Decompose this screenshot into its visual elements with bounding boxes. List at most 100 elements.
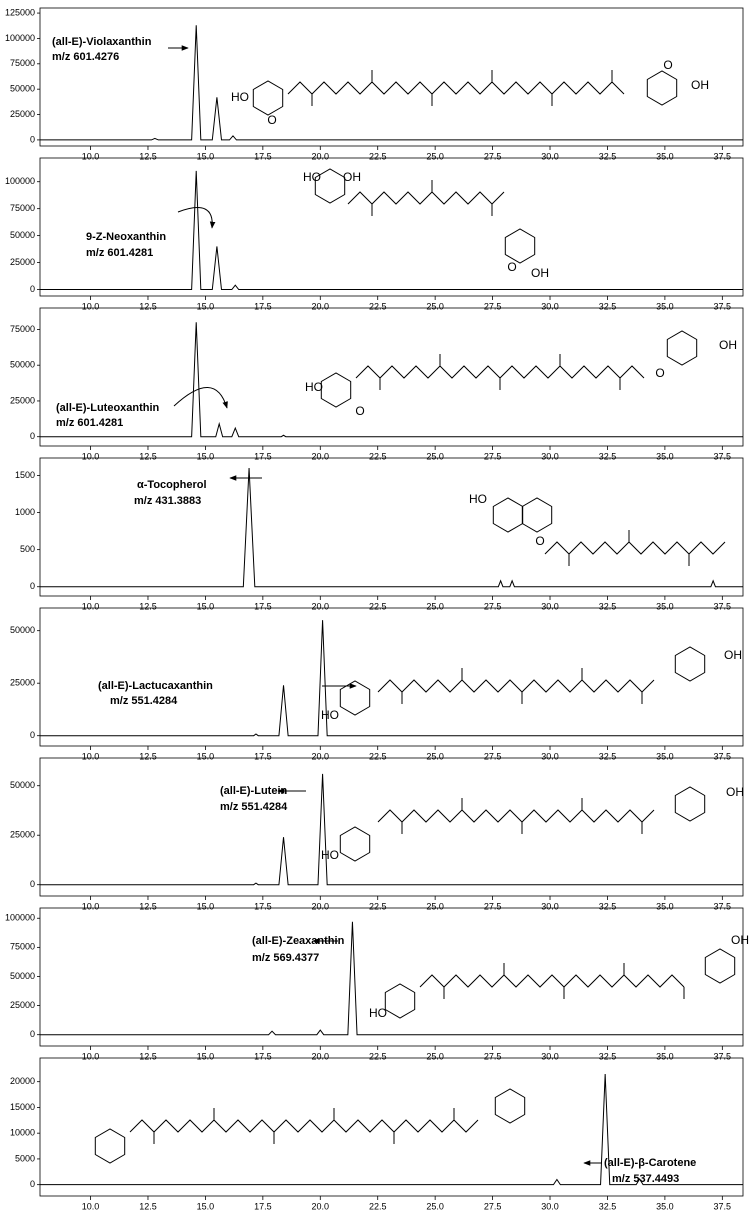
structure-ring [704, 948, 736, 984]
x-tick-label: 10.0 [82, 601, 100, 611]
x-tick-label: 37.5 [714, 901, 732, 911]
x-tick-label: 10.0 [82, 1201, 100, 1211]
structure-label: O [267, 113, 276, 127]
structure-label: OH [731, 933, 749, 947]
x-tick-label: 32.5 [599, 751, 617, 761]
x-tick-label: 27.5 [484, 1201, 502, 1211]
y-tick-label: 75000 [10, 203, 35, 213]
structure-chain [544, 530, 726, 566]
structure-chain [377, 668, 655, 704]
y-tick-label: 75000 [10, 942, 35, 952]
x-tick-label: 12.5 [139, 451, 157, 461]
x-tick-label: 30.0 [541, 751, 559, 761]
x-tick-label: 20.0 [312, 751, 330, 761]
x-tick-label: 22.5 [369, 1201, 387, 1211]
x-tick-label: 15.0 [197, 151, 215, 161]
x-tick-label: 22.5 [369, 451, 387, 461]
x-tick-label: 35.0 [656, 601, 674, 611]
x-tick-label: 30.0 [541, 151, 559, 161]
y-tick-label: 500 [20, 544, 35, 554]
x-tick-label: 25.0 [426, 1051, 444, 1061]
y-tick-label: 15000 [10, 1102, 35, 1112]
x-tick-label: 25.0 [426, 901, 444, 911]
x-tick-label: 10.0 [82, 1051, 100, 1061]
y-tick-label: 0 [30, 581, 35, 591]
structure-label: O [535, 534, 544, 548]
x-tick-label: 32.5 [599, 1051, 617, 1061]
structure-label: O [355, 404, 364, 418]
x-tick-label: 32.5 [599, 151, 617, 161]
structure-chain [347, 180, 505, 216]
structure-ring [492, 497, 524, 533]
x-tick-label: 37.5 [714, 751, 732, 761]
x-tick-label: 32.5 [599, 601, 617, 611]
x-tick-label: 27.5 [484, 601, 502, 611]
x-tick-label: 27.5 [484, 301, 502, 311]
x-tick-label: 20.0 [312, 901, 330, 911]
y-tick-label: 20000 [10, 1076, 35, 1086]
plot-frame [39, 607, 744, 747]
x-tick-label: 30.0 [541, 1051, 559, 1061]
structure-ring [314, 168, 346, 204]
y-tick-label: 50000 [10, 625, 35, 635]
x-tick-label: 35.0 [656, 751, 674, 761]
x-tick-label: 12.5 [139, 301, 157, 311]
y-tick-label: 0 [30, 284, 35, 294]
x-tick-label: 10.0 [82, 901, 100, 911]
structure-label: HO [321, 708, 339, 722]
x-tick-label: 20.0 [312, 301, 330, 311]
x-tick-label: 22.5 [369, 751, 387, 761]
annotation: m/z 601.4276 [52, 51, 119, 63]
y-tick-label: 75000 [10, 324, 35, 334]
structure-label: HO [303, 170, 321, 184]
x-tick-label: 25.0 [426, 301, 444, 311]
structure-label: O [663, 58, 672, 72]
chromatogram-trace [40, 25, 743, 141]
structure-chain [377, 798, 655, 834]
structure-chain [287, 70, 625, 106]
x-tick-label: 17.5 [254, 1201, 272, 1211]
x-tick-label: 25.0 [426, 1201, 444, 1211]
x-tick-label: 25.0 [426, 601, 444, 611]
structure-label: HO [321, 848, 339, 862]
structure-ring [521, 497, 553, 533]
x-tick-label: 12.5 [139, 601, 157, 611]
x-tick-label: 10.0 [82, 751, 100, 761]
annotation: m/z 601.4281 [56, 417, 123, 429]
annotation: m/z 537.4493 [612, 1173, 679, 1185]
annotation: m/z 601.4281 [86, 247, 153, 259]
y-tick-label: 0 [30, 1029, 35, 1039]
annotation: (all-E)-Violaxanthin [52, 36, 152, 48]
y-tick-label: 10000 [10, 1128, 35, 1138]
structure-label: O [507, 260, 516, 274]
chromatogram-trace [40, 468, 743, 588]
y-tick-label: 50000 [10, 230, 35, 240]
x-tick-label: 20.0 [312, 1051, 330, 1061]
x-tick-label: 10.0 [82, 451, 100, 461]
x-tick-label: 35.0 [656, 151, 674, 161]
annotation: m/z 551.4284 [110, 695, 178, 707]
x-tick-label: 32.5 [599, 301, 617, 311]
structure-chain [129, 1108, 479, 1144]
y-tick-label: 100000 [5, 913, 35, 923]
x-tick-label: 22.5 [369, 901, 387, 911]
chromatogram-trace [40, 322, 743, 438]
x-tick-label: 27.5 [484, 1051, 502, 1061]
structure-ring [674, 786, 706, 822]
x-tick-label: 20.0 [312, 151, 330, 161]
plot-frame [39, 757, 744, 897]
y-tick-label: 50000 [10, 84, 35, 94]
structure-label: HO [369, 1006, 387, 1020]
annotation: m/z 431.3883 [134, 495, 201, 507]
plot-frame [39, 307, 744, 447]
x-tick-label: 12.5 [139, 901, 157, 911]
y-tick-label: 75000 [10, 58, 35, 68]
annotation-arrow [173, 387, 228, 409]
annotation-arrow [177, 207, 216, 229]
structure-ring [674, 646, 706, 682]
x-tick-label: 35.0 [656, 901, 674, 911]
structure-chain [419, 963, 685, 999]
y-tick-label: 25000 [10, 109, 35, 119]
structure-ring [339, 826, 371, 862]
